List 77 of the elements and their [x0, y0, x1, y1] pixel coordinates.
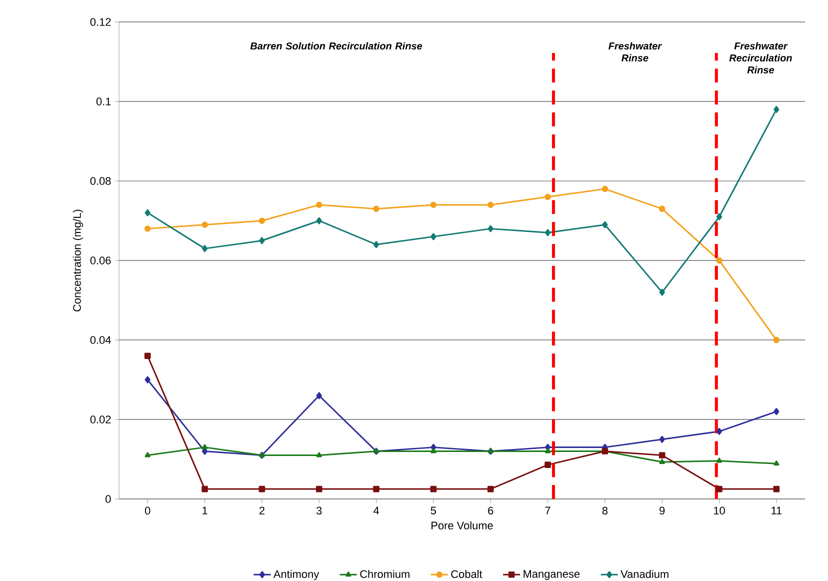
point — [774, 408, 780, 416]
legend-label: Chromium — [360, 570, 410, 578]
point — [202, 222, 208, 228]
point — [774, 460, 780, 466]
point — [202, 486, 208, 492]
point — [659, 288, 665, 296]
annotation: Freshwater Rinse — [608, 42, 662, 62]
x-tick-label: 5 — [430, 506, 436, 514]
point — [773, 336, 780, 344]
point — [373, 206, 380, 212]
legend-label: Vanadium — [620, 570, 668, 578]
point — [602, 186, 608, 192]
y-axis-title: Concentration (mg/L) — [72, 210, 84, 312]
legend-label: Cobalt — [451, 570, 482, 578]
x-tick-label: 0 — [144, 506, 150, 515]
point — [316, 452, 322, 458]
y-tick-label: 0.12 — [90, 18, 111, 26]
y-tick-label: 0 — [106, 495, 111, 503]
point — [716, 213, 722, 220]
x-tick-label: 3 — [316, 506, 322, 515]
point — [430, 202, 437, 208]
x-tick-label: 8 — [602, 506, 608, 515]
point — [774, 106, 780, 113]
point — [144, 352, 151, 360]
annotation: Freshwater Recirculation Rinse — [729, 42, 792, 74]
x-tick-label: 9 — [660, 506, 665, 515]
point — [258, 218, 266, 224]
point — [716, 257, 722, 264]
x-tick-label: 7 — [545, 506, 550, 514]
point — [488, 225, 494, 232]
point — [659, 458, 665, 464]
point — [659, 436, 665, 443]
point — [658, 452, 666, 458]
point — [430, 486, 437, 492]
point — [258, 486, 266, 492]
point — [544, 448, 551, 454]
point — [202, 245, 208, 252]
point — [373, 241, 380, 248]
point — [658, 206, 666, 212]
point — [544, 462, 551, 468]
point — [144, 452, 150, 458]
point — [430, 448, 436, 454]
annotation: Barren Solution Recirculation Rinse — [250, 42, 422, 50]
point — [316, 486, 322, 492]
y-tick-label: 0.1 — [96, 98, 111, 106]
point — [544, 229, 551, 236]
x-tick-label: 2 — [259, 506, 264, 514]
x-tick-label: 11 — [772, 506, 782, 514]
point — [316, 217, 322, 224]
point — [773, 486, 780, 492]
point — [487, 202, 494, 208]
point — [316, 202, 322, 208]
legend-label: Manganese — [524, 570, 580, 580]
point — [430, 233, 436, 240]
point — [544, 194, 551, 200]
point — [716, 428, 722, 435]
legend-label: Antimony — [273, 570, 320, 580]
y-tick-label: 0.08 — [90, 177, 111, 185]
y-tick-label: 0.04 — [90, 336, 111, 344]
x-tick-label: 10 — [714, 506, 725, 515]
x-tick-label: 4 — [373, 506, 379, 514]
point — [144, 226, 151, 232]
y-tick-label: 0.06 — [90, 256, 111, 264]
point — [202, 444, 208, 450]
x-axis-title: Pore Volume — [432, 521, 493, 530]
point — [716, 486, 722, 492]
y-tick-label: 0.02 — [90, 416, 111, 424]
point — [373, 486, 380, 492]
point — [144, 376, 150, 384]
x-tick-label: 1 — [202, 506, 208, 514]
point — [716, 458, 722, 463]
point — [259, 237, 265, 244]
point — [602, 221, 608, 228]
point — [487, 486, 494, 492]
x-tick-label: 6 — [488, 506, 494, 515]
point — [316, 392, 322, 400]
point — [144, 209, 150, 216]
